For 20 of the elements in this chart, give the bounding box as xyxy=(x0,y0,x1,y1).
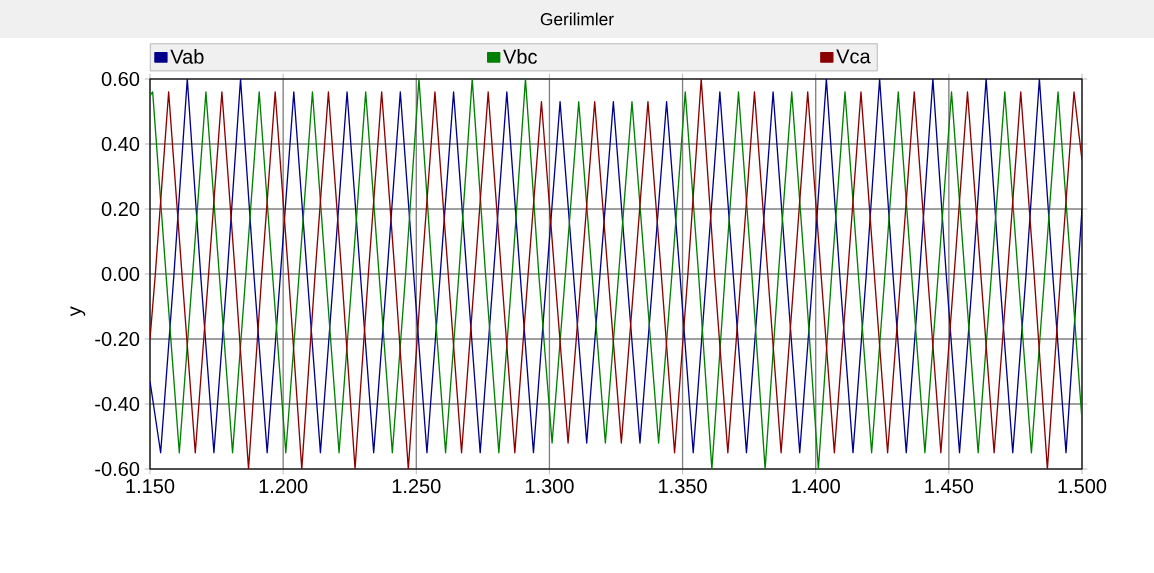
x-tick-label: 1.500 xyxy=(1058,479,1107,494)
x-tick-label: 1.150 xyxy=(126,479,175,494)
y-tick-label: 0.20 xyxy=(101,201,140,217)
y-tick-label: 0.00 xyxy=(101,266,140,282)
x-tick-label: 1.300 xyxy=(525,479,574,494)
x-tick-label: 1.350 xyxy=(659,479,707,494)
legend-label: Vbc xyxy=(503,49,537,64)
y-tick-label: -0.40 xyxy=(95,396,140,412)
y-tick-label: -0.60 xyxy=(95,461,140,477)
legend-label: Vab xyxy=(170,49,204,64)
x-tick-label: 1.200 xyxy=(259,479,308,494)
x-tick-label: 1.400 xyxy=(792,479,840,494)
x-tick-label: 1.450 xyxy=(925,479,974,494)
chart-title: Gerilimler xyxy=(540,12,614,26)
y-axis-title: y xyxy=(70,306,86,317)
legend-label: Vca xyxy=(836,49,871,64)
y-tick-label: 0.40 xyxy=(101,136,140,152)
y-tick-label: 0.60 xyxy=(101,71,140,87)
y-tick-label: -0.20 xyxy=(95,331,140,347)
x-tick-label: 1.250 xyxy=(392,479,441,494)
